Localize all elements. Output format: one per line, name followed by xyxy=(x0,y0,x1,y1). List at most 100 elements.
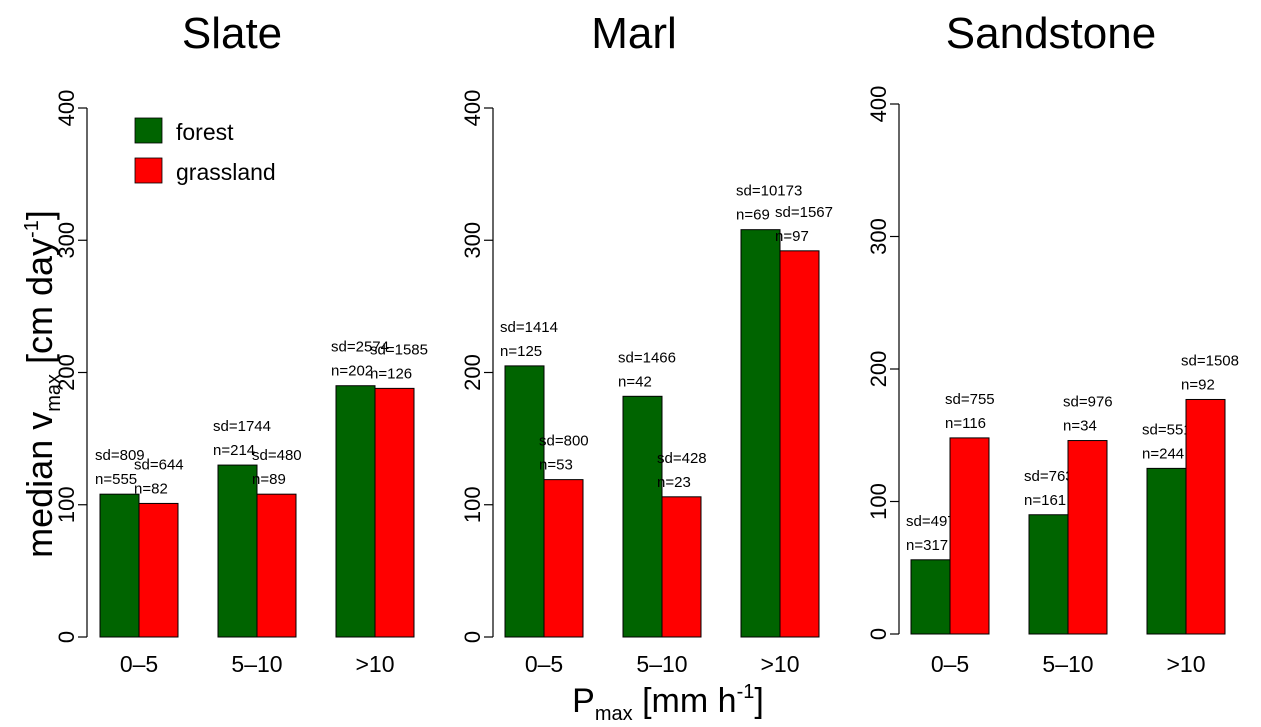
legend-label-grassland: grassland xyxy=(176,159,276,185)
legend-swatch-forest xyxy=(134,117,163,144)
bar-label-sd: sd=497 xyxy=(906,513,956,530)
y-tick-label: 400 xyxy=(866,86,891,123)
bar-grassland xyxy=(543,479,584,638)
y-axis-label-sub: max xyxy=(43,374,65,412)
y-tick-label: 0 xyxy=(460,631,485,643)
bar-grassland xyxy=(1067,440,1108,635)
x-axis-label-main: P xyxy=(572,682,595,720)
y-tick-label: 100 xyxy=(54,486,79,523)
x-category-label: 0–5 xyxy=(120,651,158,677)
bar-label-n: n=42 xyxy=(618,373,652,390)
x-axis-label: Pmax [mm h-1] xyxy=(572,681,764,725)
x-axis-label-close: ] xyxy=(754,682,763,720)
x-category-label: 0–5 xyxy=(931,651,969,677)
x-category-label: 0–5 xyxy=(525,651,563,677)
bar-grassland xyxy=(949,437,990,635)
x-category-label: 5–10 xyxy=(636,651,687,677)
bar-label-n: n=126 xyxy=(370,365,412,382)
bar-forest xyxy=(1028,514,1069,635)
x-category-label: 5–10 xyxy=(231,651,282,677)
panel-title: Sandstone xyxy=(946,9,1156,58)
bar-grassland xyxy=(256,493,297,638)
bar-label-sd: sd=644 xyxy=(134,456,184,473)
bar-grassland xyxy=(1185,398,1226,635)
bar-label-sd: sd=1466 xyxy=(618,349,676,366)
x-category-label: >10 xyxy=(760,651,799,677)
bar-forest xyxy=(99,493,140,638)
bar-label-n: n=125 xyxy=(500,343,542,360)
y-tick-label: 200 xyxy=(866,351,891,388)
bar-label-n: n=53 xyxy=(539,457,573,474)
y-tick-label: 400 xyxy=(460,90,485,127)
x-category-label: >10 xyxy=(1166,651,1205,677)
bar-forest xyxy=(740,229,781,638)
y-tick-label: 400 xyxy=(54,90,79,127)
bar-label-sd: sd=755 xyxy=(945,391,995,408)
y-tick-label: 200 xyxy=(460,354,485,391)
x-axis-label-unit: [mm h xyxy=(633,682,737,720)
bar-forest xyxy=(217,464,258,638)
panel-marl: Marl 0 100 200 300 400 sd=1414 n=125 sd=800 n=53 0… xyxy=(460,9,833,677)
y-tick-label: 100 xyxy=(460,486,485,523)
bar-forest xyxy=(1146,467,1187,635)
y-axis-label-main: median v xyxy=(19,412,60,558)
bar-label-sd: sd=809 xyxy=(95,447,145,464)
x-category-label: >10 xyxy=(355,651,394,677)
y-axis-label: median vmax [cm day-1] xyxy=(19,210,65,558)
x-category-label: 5–10 xyxy=(1042,651,1093,677)
bar-label-sd: sd=1744 xyxy=(213,418,271,435)
bar-grassland xyxy=(138,502,179,638)
bar-label-n: n=116 xyxy=(945,415,986,432)
bar-label-sd: sd=1414 xyxy=(500,319,558,336)
bar-label-sd: sd=800 xyxy=(539,433,589,450)
bar-label-sd: sd=1585 xyxy=(370,341,428,358)
panel-sandstone: Sandstone 0 100 200 300 400 sd=497 n=317 sd=755 n… xyxy=(866,9,1239,677)
bar-grassland xyxy=(374,387,415,638)
bar-label-sd: sd=763 xyxy=(1024,468,1074,485)
bar-label-n: n=555 xyxy=(95,471,137,488)
bar-label-n: n=69 xyxy=(736,207,770,224)
panel-title: Marl xyxy=(591,9,677,58)
bar-label-n: n=34 xyxy=(1063,418,1097,435)
bar-label-sd: sd=2574 xyxy=(331,339,389,356)
y-tick-label: 200 xyxy=(54,354,79,391)
y-tick-label: 300 xyxy=(54,222,79,259)
bar-label-n: n=214 xyxy=(213,442,255,459)
y-tick-label: 100 xyxy=(866,483,891,520)
x-axis-label-sub: max xyxy=(595,703,633,725)
bar-label-n: n=92 xyxy=(1181,376,1215,393)
panel-title: Slate xyxy=(182,9,282,58)
bar-label-sd: sd=976 xyxy=(1063,394,1113,411)
bar-label-n: n=161 xyxy=(1024,492,1066,509)
y-axis-label-close: ] xyxy=(19,210,60,220)
bar-label-sd: sd=1508 xyxy=(1181,352,1239,369)
y-tick-label: 300 xyxy=(866,218,891,255)
bar-label-sd: sd=5518 xyxy=(1142,421,1200,438)
bar-label-n: n=97 xyxy=(775,228,809,245)
bar-label-n: n=89 xyxy=(252,471,286,488)
y-axis-label-sup: -1 xyxy=(21,220,43,238)
x-axis-label-sup: -1 xyxy=(737,681,755,703)
bar-forest xyxy=(910,559,951,635)
y-axis-label-unit: [cm day xyxy=(19,238,60,374)
bar-label-n: n=82 xyxy=(134,480,168,497)
y-tick-label: 0 xyxy=(54,631,79,643)
bar-label-n: n=23 xyxy=(657,474,691,491)
legend-swatch-grassland xyxy=(134,157,163,184)
bar-label-n: n=244 xyxy=(1142,445,1184,462)
y-tick-label: 0 xyxy=(866,628,891,640)
y-tick-label: 300 xyxy=(460,222,485,259)
bar-label-sd: sd=1567 xyxy=(775,204,833,221)
bar-grassland xyxy=(779,250,820,638)
bar-label-n: n=317 xyxy=(906,537,948,554)
legend-label-forest: forest xyxy=(176,119,234,145)
bar-forest xyxy=(622,395,663,638)
bar-forest xyxy=(335,385,376,638)
bar-label-sd: sd=428 xyxy=(657,450,707,467)
bar-label-n: n=202 xyxy=(331,363,373,380)
bar-label-sd: sd=10173 xyxy=(736,183,802,200)
bar-forest xyxy=(504,365,545,638)
